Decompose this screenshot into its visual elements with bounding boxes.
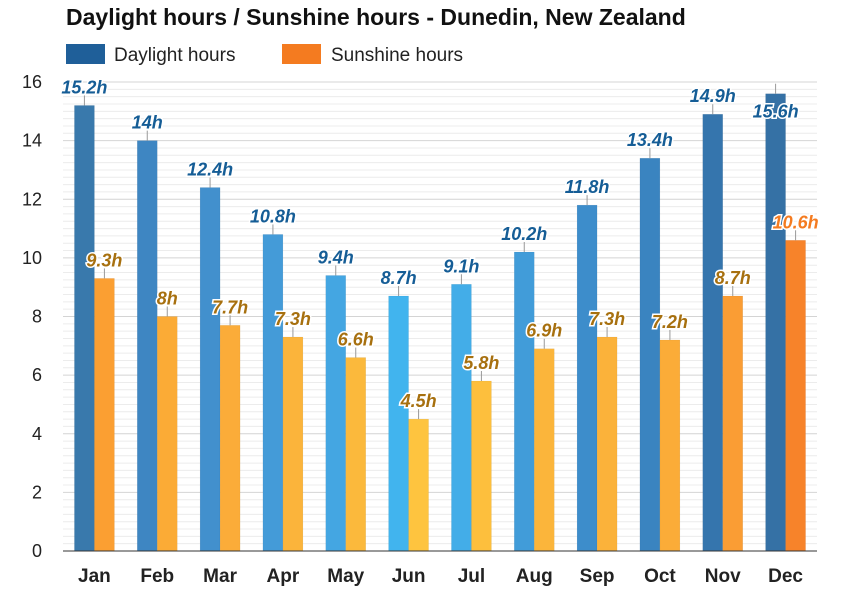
- x-tick-label: Sep: [580, 566, 615, 587]
- legend-item-sunshine[interactable]: Sunshine hours: [282, 44, 463, 66]
- data-label-sunshine: 9.3h: [86, 250, 122, 270]
- bar-daylight: [137, 140, 158, 552]
- x-tick-label: Oct: [644, 566, 676, 587]
- x-tick-label: Jun: [392, 566, 426, 587]
- y-tick-label: 16: [22, 72, 42, 92]
- bar-daylight: [199, 187, 221, 552]
- bar-sunshine: [157, 316, 178, 552]
- bar-daylight: [702, 113, 723, 552]
- bar-sunshine: [282, 336, 304, 552]
- x-tick-label: May: [327, 566, 364, 587]
- data-label-daylight: 14h: [132, 113, 163, 133]
- y-tick-label: 8: [32, 307, 42, 327]
- x-tick-label: Aug: [516, 566, 553, 587]
- bar-daylight: [765, 93, 786, 552]
- legend: Daylight hours Sunshine hours: [66, 44, 463, 66]
- bar-daylight: [388, 295, 409, 552]
- bar-sunshine: [345, 357, 366, 552]
- bars: [74, 93, 806, 552]
- bar-daylight: [262, 234, 284, 552]
- data-label-sunshine: 7.2h: [652, 312, 688, 332]
- data-label-daylight: 10.8h: [250, 206, 296, 226]
- y-tick-label: 10: [22, 248, 42, 268]
- data-label-sunshine: 7.3h: [275, 309, 311, 329]
- legend-swatch-daylight: [66, 44, 105, 64]
- bar-sunshine: [219, 325, 241, 552]
- chart-title: Daylight hours / Sunshine hours - Dunedi…: [66, 4, 686, 30]
- y-tick-label: 14: [22, 131, 42, 151]
- y-tick-label: 0: [32, 541, 42, 561]
- legend-label-sunshine: Sunshine hours: [331, 45, 463, 66]
- x-tick-label: Apr: [267, 566, 300, 587]
- y-tick-label: 4: [32, 424, 42, 444]
- grid-lines: [63, 81, 817, 552]
- data-label-daylight: 8.7h: [381, 268, 417, 288]
- data-label-sunshine: 8h: [157, 289, 178, 309]
- x-tick-label: Jul: [458, 566, 485, 587]
- x-tick-label: Feb: [140, 566, 174, 587]
- bar-daylight: [451, 284, 472, 552]
- bar-sunshine: [471, 380, 492, 552]
- data-label-daylight: 9.1h: [443, 256, 479, 276]
- x-tick-label: Dec: [768, 566, 803, 587]
- data-label-sunshine: 7.3h: [589, 309, 625, 329]
- data-label-daylight: 11.8h: [565, 177, 610, 197]
- bar-daylight: [325, 275, 346, 552]
- data-label-daylight: 15.2h: [61, 77, 107, 97]
- bar-sunshine: [722, 295, 743, 552]
- y-tick-label: 12: [22, 189, 42, 209]
- y-tick-label: 2: [32, 482, 42, 502]
- bar-sunshine: [94, 278, 115, 552]
- bar-sunshine: [408, 418, 429, 552]
- data-label-sunshine: 6.6h: [338, 330, 374, 350]
- data-label-sunshine: 10.6h: [773, 212, 819, 232]
- x-tick-label: Jan: [78, 566, 111, 587]
- legend-item-daylight[interactable]: Daylight hours: [66, 44, 235, 66]
- data-label-daylight: 14.9h: [690, 86, 736, 106]
- bar-sunshine: [596, 336, 618, 552]
- legend-swatch-sunshine: [282, 44, 321, 64]
- x-axis: Jan Feb Mar Apr May Jun Jul Aug Sep Oct Nov Dec: [78, 566, 803, 587]
- data-label-daylight: 10.2h: [501, 224, 547, 244]
- data-label-sunshine: 7.7h: [212, 297, 248, 317]
- bar-sunshine: [659, 339, 681, 552]
- bar-daylight: [514, 251, 535, 552]
- bar-sunshine: [534, 348, 555, 552]
- x-tick-label: Mar: [203, 566, 237, 587]
- data-label-sunshine: 8.7h: [715, 268, 751, 288]
- data-label-daylight: 9.4h: [318, 247, 354, 267]
- x-tick-label: Nov: [705, 566, 741, 587]
- data-label-daylight: 13.4h: [627, 130, 673, 150]
- bar-daylight: [576, 204, 598, 552]
- bar-sunshine: [785, 240, 806, 552]
- data-label-sunshine: 5.8h: [463, 353, 499, 373]
- y-axis: 0 2 4 6 8 10 12 14 16: [22, 72, 42, 561]
- data-label-sunshine: 4.5h: [400, 391, 437, 411]
- data-labels: 15.2h 9.3h 14h 8h 12.4h 7.7h 10.8h 7.3h 9.4h 6.6h…: [60, 76, 820, 420]
- bar-daylight: [639, 157, 661, 552]
- y-tick-label: 6: [32, 365, 42, 385]
- data-label-daylight: 12.4h: [187, 160, 233, 180]
- data-label-sunshine: 6.9h: [526, 321, 562, 341]
- legend-label-daylight: Daylight hours: [114, 45, 235, 66]
- data-label-daylight: 15.6h: [753, 102, 799, 122]
- bar-daylight: [74, 105, 95, 552]
